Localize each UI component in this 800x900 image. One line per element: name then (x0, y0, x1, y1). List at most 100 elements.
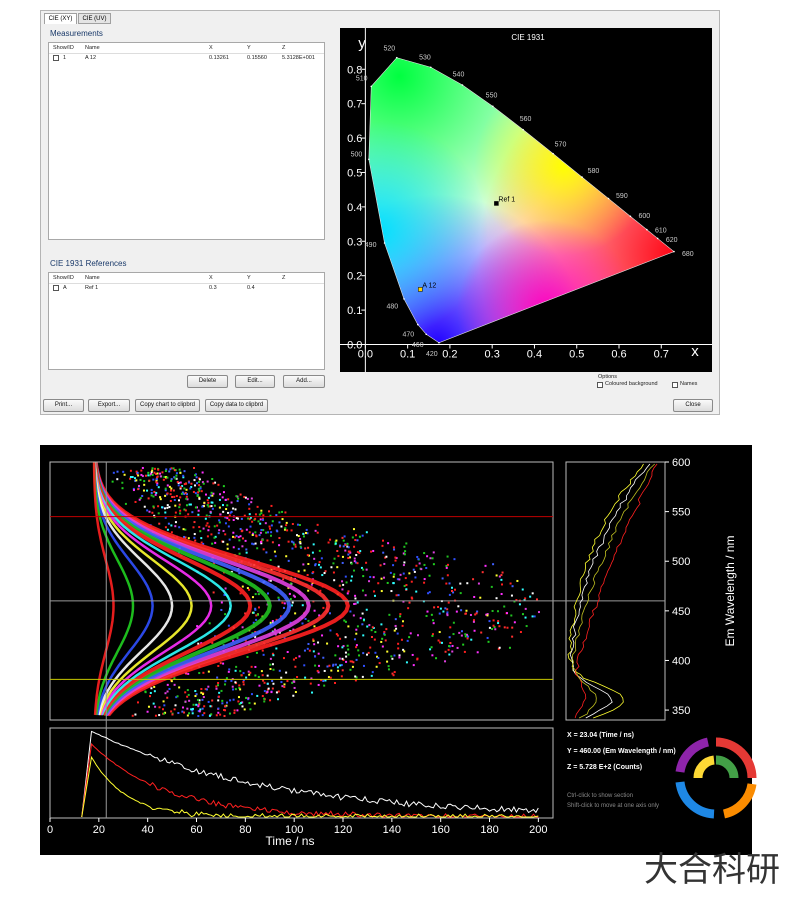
checkbox[interactable] (53, 55, 59, 61)
noise-dot (141, 466, 144, 469)
noise-dot (344, 549, 347, 552)
checkbox-label: Names (680, 381, 698, 387)
noise-dot (415, 590, 418, 593)
tres-chart: Time / ns Em Wavelength / nm 0 20 40 60 80 10… (40, 445, 752, 855)
noise-dot (347, 553, 350, 556)
noise-dot (232, 698, 235, 701)
noise-dot (121, 481, 124, 484)
noise-dot (254, 542, 257, 545)
noise-dot (194, 690, 197, 693)
noise-dot (321, 574, 324, 577)
table-cell: A 12 (85, 55, 97, 61)
tab[interactable]: CIE (UV) (78, 13, 111, 24)
decay-trace (81, 730, 539, 818)
button[interactable]: Edit... (235, 375, 275, 388)
button[interactable]: Add... (283, 375, 325, 388)
noise-dot (179, 509, 182, 512)
noise-dot (392, 575, 395, 578)
noise-dot (222, 529, 225, 532)
noise-dot (386, 581, 389, 584)
noise-dot (183, 487, 186, 490)
locus-point (492, 105, 494, 108)
noise-dot (138, 484, 141, 487)
noise-dot (397, 642, 400, 645)
noise-dot (227, 511, 230, 514)
noise-dot (173, 476, 176, 479)
column-header: Y (247, 275, 251, 281)
noise-dot (403, 545, 406, 548)
noise-dot (394, 624, 397, 627)
noise-dot (226, 517, 229, 520)
noise-dot (201, 471, 204, 474)
noise-dot (338, 657, 341, 660)
noise-dot (148, 479, 151, 482)
noise-dot (152, 495, 155, 498)
noise-dot (196, 494, 199, 497)
noise-dot (183, 711, 186, 714)
noise-dot (402, 564, 405, 567)
noise-dot (423, 581, 426, 584)
noise-dot (351, 536, 354, 539)
noise-dot (286, 651, 289, 654)
noise-dot (177, 711, 180, 714)
noise-dot (187, 513, 190, 516)
noise-dot (236, 495, 239, 498)
noise-dot (208, 525, 211, 528)
noise-dot (287, 586, 290, 589)
noise-dot (192, 703, 195, 706)
checkbox[interactable] (672, 382, 678, 388)
noise-dot (178, 468, 181, 471)
column-header: Z (282, 275, 286, 281)
noise-dot (486, 636, 489, 639)
noise-dot (212, 492, 215, 495)
column-header: X (209, 275, 213, 281)
checkbox[interactable] (597, 382, 603, 388)
noise-dot (164, 487, 167, 490)
button[interactable]: Copy chart to clipbrd (135, 399, 200, 412)
noise-dot (302, 535, 305, 538)
noise-dot (194, 506, 197, 509)
noise-dot (234, 688, 237, 691)
noise-dot (396, 632, 399, 635)
button[interactable]: Copy data to clipbrd (205, 399, 268, 412)
noise-dot (200, 688, 203, 691)
noise-dot (491, 609, 494, 612)
noise-dot (402, 552, 405, 555)
noise-dot (188, 712, 191, 715)
noise-dot (365, 561, 368, 564)
button[interactable]: Delete (187, 375, 228, 388)
noise-dot (416, 634, 419, 637)
button[interactable]: Export... (88, 399, 130, 412)
noise-dot (283, 528, 286, 531)
noise-dot (197, 642, 200, 645)
noise-dot (493, 626, 496, 629)
noise-dot (204, 517, 207, 520)
tab[interactable]: CIE (XY) (44, 13, 77, 24)
checkbox[interactable] (53, 285, 59, 291)
noise-dot (319, 566, 322, 569)
noise-dot (272, 668, 275, 671)
noise-dot (172, 489, 175, 492)
readout-line: Y = 460.00 (Em Wavelength / nm) (567, 748, 676, 755)
noise-dot (183, 508, 186, 511)
noise-dot (293, 543, 296, 546)
noise-dot (222, 540, 225, 543)
noise-dot (473, 629, 476, 632)
noise-dot (248, 507, 251, 510)
noise-dot (359, 550, 362, 553)
noise-dot (200, 537, 203, 540)
noise-dot (405, 584, 408, 587)
noise-dot (354, 679, 357, 682)
noise-dot (332, 562, 335, 565)
header-line (49, 53, 324, 54)
noise-dot (207, 700, 210, 703)
noise-dot (433, 606, 436, 609)
noise-dot (393, 573, 396, 576)
noise-dot (354, 602, 357, 605)
button[interactable]: Print... (43, 399, 84, 412)
spectrum-frame (565, 461, 666, 721)
noise-dot (277, 690, 280, 693)
button[interactable]: Close (673, 399, 713, 412)
noise-dot (379, 564, 382, 567)
noise-dot (354, 539, 357, 542)
